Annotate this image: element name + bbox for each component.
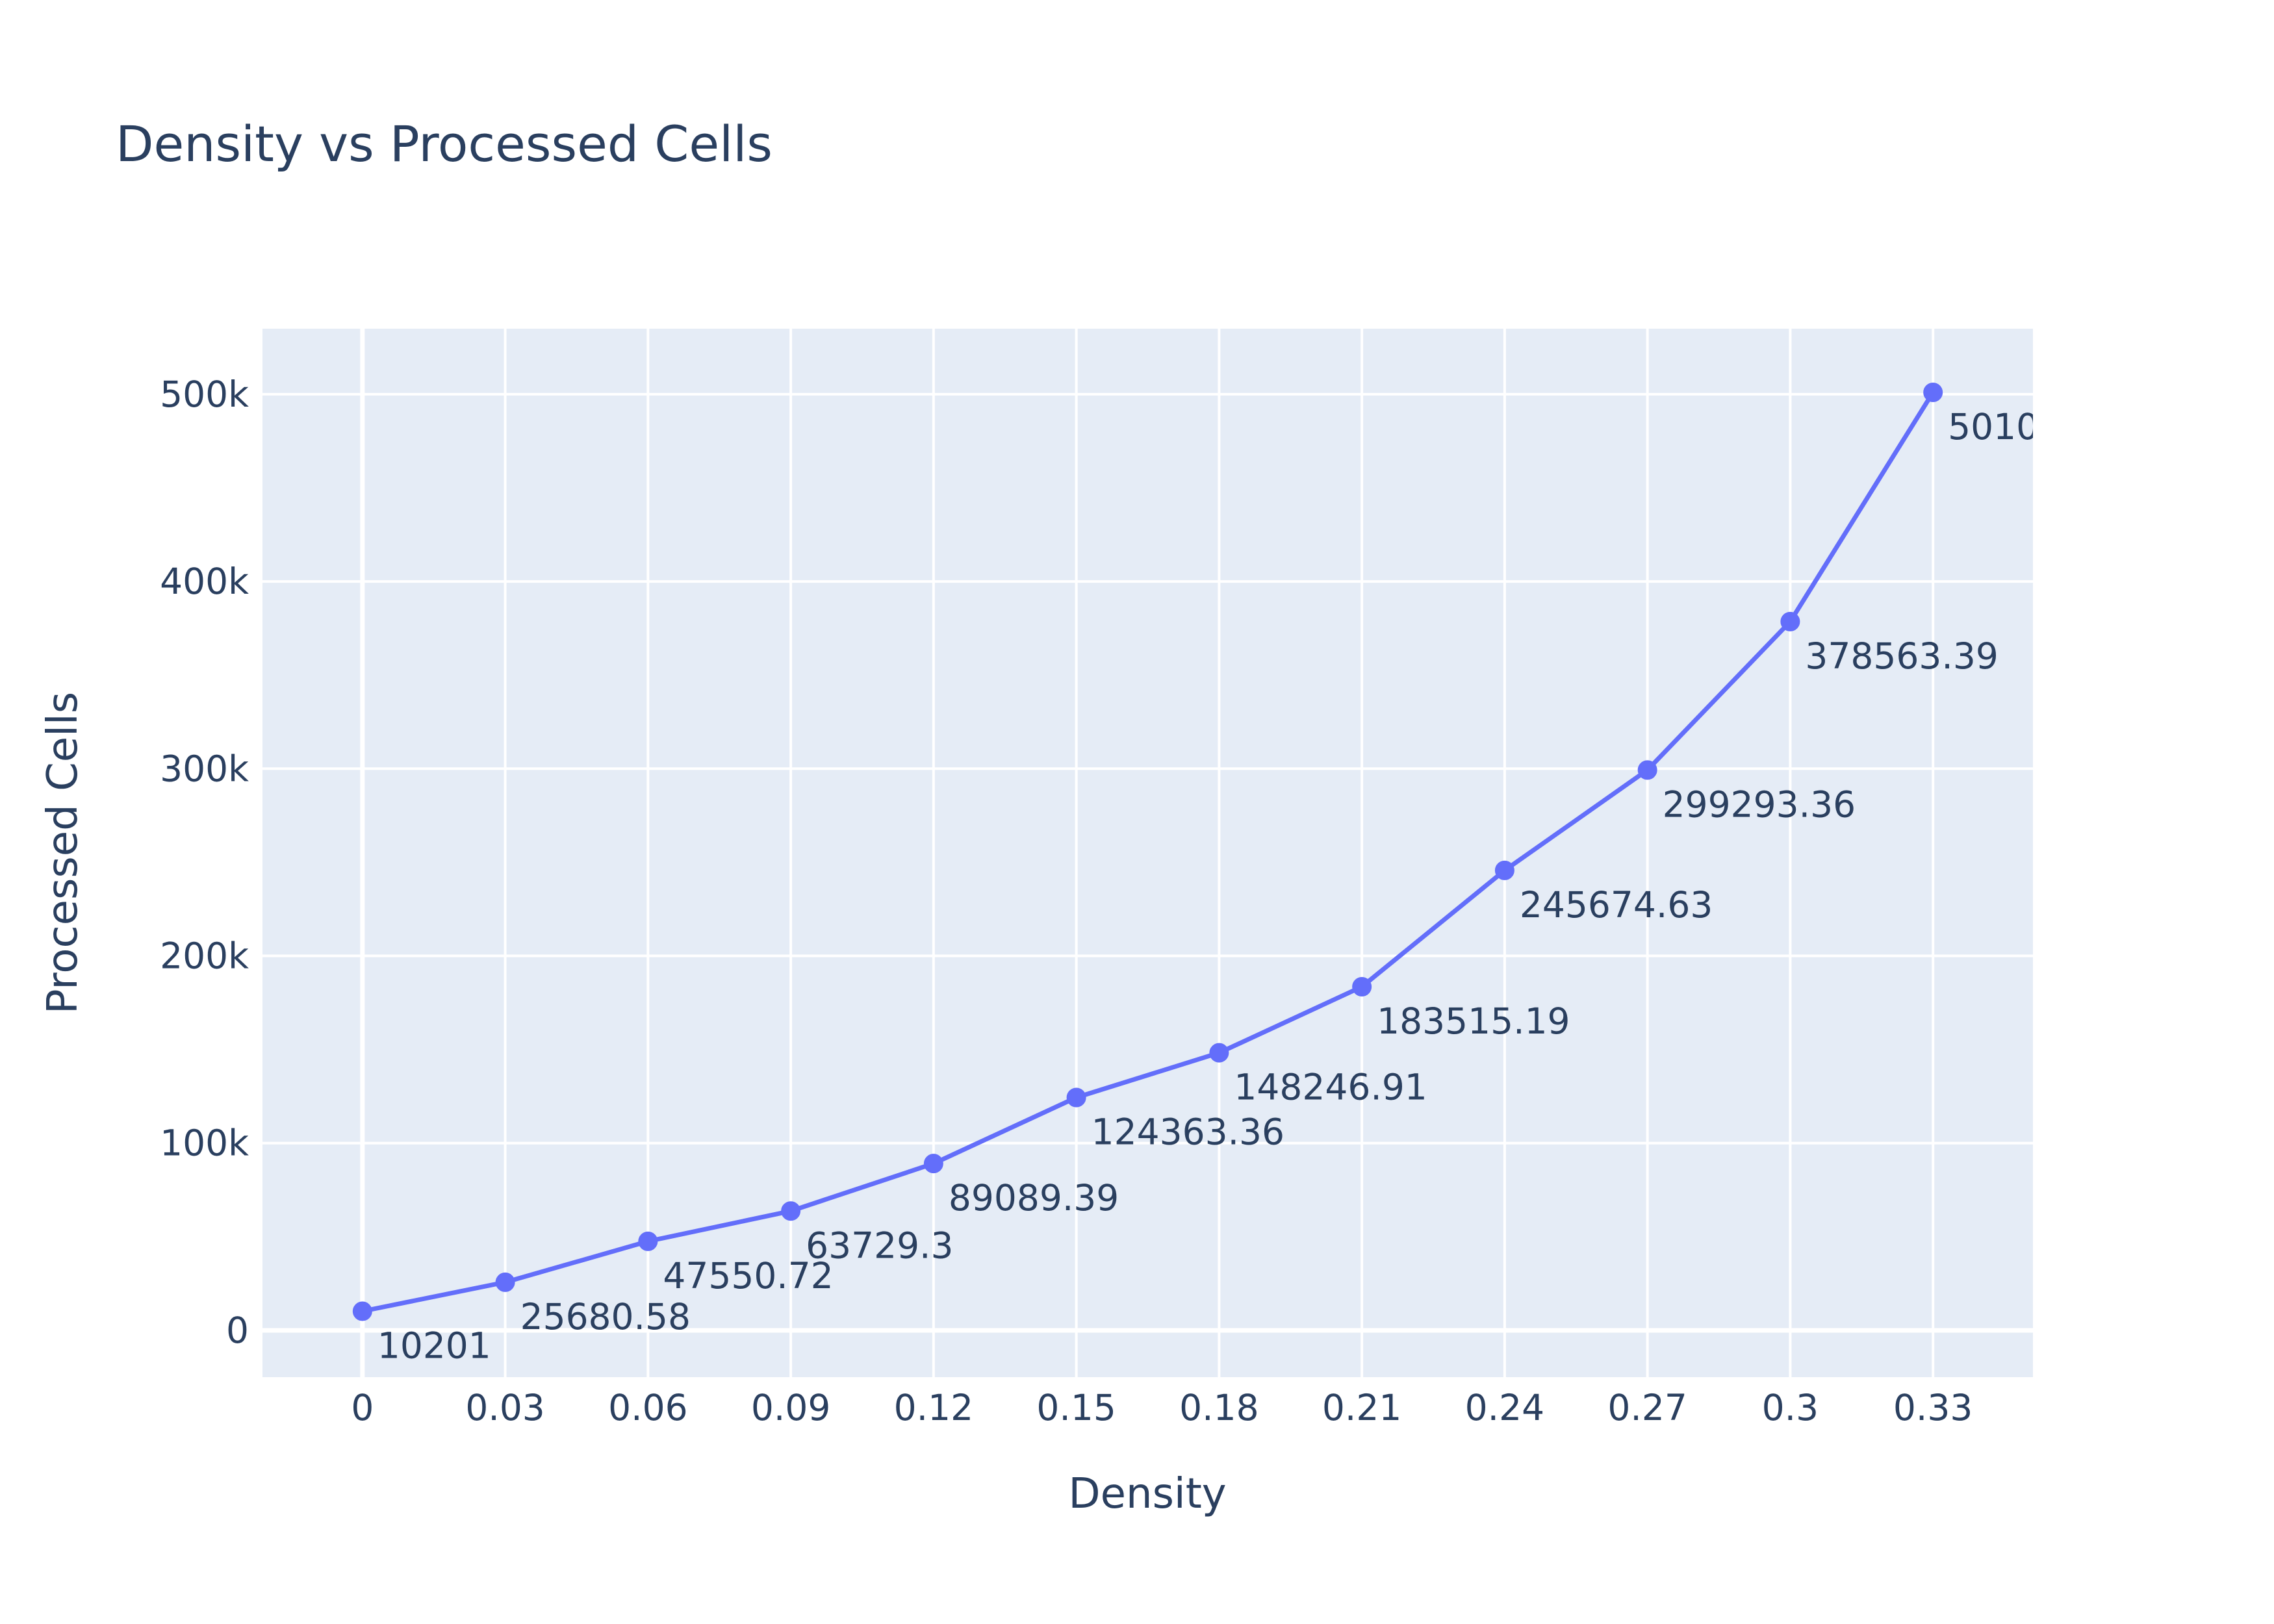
series-polyline [362,391,1935,1313]
data-label: 378563.39 [1805,635,1998,677]
data-label: 148246.91 [1234,1067,1427,1108]
plot-area [262,329,2033,1377]
x-axis-title: Density [1068,1470,1226,1518]
data-point [352,1301,372,1321]
data-point [781,1201,801,1221]
y-tick-label: 500k [160,374,249,415]
data-label: 299293.36 [1663,783,1856,825]
data-label: 47550.72 [663,1255,833,1297]
data-point [638,1231,658,1251]
x-tick-label: 0.12 [894,1387,973,1428]
x-tick-label: 0.33 [1893,1387,1973,1428]
data-point [1923,382,1943,402]
y-tick-label: 100k [160,1123,249,1164]
data-point [1780,611,1800,631]
x-tick-label: 0.24 [1465,1387,1544,1428]
x-axis-ticks: 0 0.03 0.06 0.09 0.12 0.15 0.18 0.21 0.24 0.27 0.3… [351,1387,1973,1428]
grid-lines [262,329,2033,1377]
x-tick-label: 0.21 [1322,1387,1401,1428]
x-tick-label: 0 [351,1387,374,1428]
data-point [1209,1043,1229,1063]
x-tick-label: 0.15 [1036,1387,1116,1428]
y-tick-label: 0 [226,1310,249,1351]
y-axis-ticks: 0 100k 200k 300k 400k 500k [160,374,249,1351]
data-label: 89089.39 [949,1177,1119,1219]
data-label: 124363.36 [1092,1111,1284,1153]
series-markers [352,382,1943,1321]
x-tick-label: 0.06 [608,1387,687,1428]
y-tick-label: 400k [160,561,249,602]
chart-title: Density vs Processed Cells [116,115,773,173]
data-label: 63729.3 [806,1224,953,1266]
x-tick-label: 0.03 [465,1387,544,1428]
data-point [1494,860,1514,880]
y-axis-title: Processed Cells [39,692,87,1014]
x-tick-label: 0.18 [1179,1387,1258,1428]
data-point [1352,977,1372,997]
x-tick-label: 0.09 [751,1387,830,1428]
data-point [1066,1087,1086,1108]
y-tick-label: 200k [160,935,249,977]
data-label: 5010 [1948,406,2039,448]
data-point [1637,760,1657,780]
data-label: 183515.19 [1377,1000,1570,1042]
x-tick-label: 0.27 [1607,1387,1687,1428]
x-tick-label: 0.3 [1762,1387,1819,1428]
data-point [923,1154,943,1174]
data-label: 10201 [377,1325,491,1367]
data-label: 245674.63 [1520,884,1713,926]
series-line [362,391,1935,1313]
data-point [495,1272,515,1292]
y-tick-label: 300k [160,748,249,789]
data-label: 25680.58 [520,1296,691,1338]
